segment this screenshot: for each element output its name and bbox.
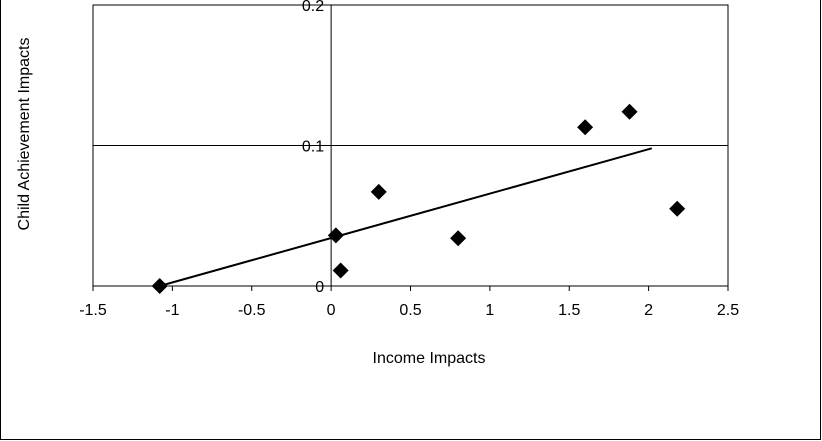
data-point-2 [332, 262, 349, 279]
gridlines [93, 4, 728, 146]
data-point-0 [151, 278, 168, 294]
y-tick-labels: 0 0.1 0.2 [302, 0, 332, 296]
data-point-1 [327, 227, 344, 244]
y-tick-label-0: 0 [315, 279, 324, 296]
x-tick-labels: -1.5 -1 -0.5 0 0.5 1 1.5 2 2.5 [79, 286, 739, 319]
x-tick-label-3: 0 [327, 302, 336, 319]
trendline-group [159, 147, 653, 287]
x-tick-label-6: 1.5 [558, 302, 580, 319]
y-tick-label-2: 0.2 [302, 0, 324, 15]
data-point-7 [669, 200, 686, 217]
data-point-6 [621, 103, 638, 120]
y-tick-label-1: 0.1 [302, 139, 324, 156]
x-axis-title: Income Impacts [373, 350, 486, 367]
y-axis-title: Child Achievement Impacts [16, 38, 33, 231]
data-point-3 [370, 183, 387, 200]
x-tick-label-0: -1.5 [79, 302, 107, 319]
x-tick-label-8: 2.5 [717, 302, 739, 319]
trendline [159, 147, 653, 287]
x-tick-label-2: -0.5 [238, 302, 266, 319]
x-tick-label-4: 0.5 [399, 302, 421, 319]
x-tick-label-7: 2 [644, 302, 653, 319]
x-tick-label-5: 1 [485, 302, 494, 319]
data-point-4 [450, 230, 467, 247]
data-point-5 [577, 119, 594, 136]
data-points [151, 103, 686, 294]
x-tick-label-1: -1 [165, 302, 179, 319]
